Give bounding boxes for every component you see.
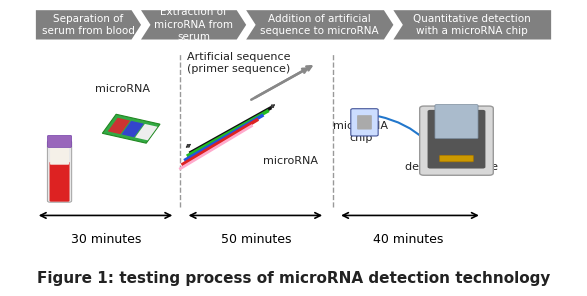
FancyBboxPatch shape bbox=[427, 110, 485, 168]
Text: Extraction of
microRNA from
serum: Extraction of microRNA from serum bbox=[154, 7, 233, 42]
Polygon shape bbox=[141, 10, 246, 39]
FancyBboxPatch shape bbox=[49, 162, 69, 202]
FancyBboxPatch shape bbox=[435, 104, 478, 139]
Polygon shape bbox=[393, 10, 551, 39]
Text: Compact
detection device: Compact detection device bbox=[404, 150, 498, 172]
Text: Separation of
serum from blood: Separation of serum from blood bbox=[42, 14, 135, 36]
Text: Figure 1: testing process of microRNA detection technology: Figure 1: testing process of microRNA de… bbox=[37, 271, 550, 286]
Text: 40 minutes: 40 minutes bbox=[373, 233, 443, 246]
Text: 50 minutes: 50 minutes bbox=[221, 233, 292, 246]
FancyBboxPatch shape bbox=[440, 155, 473, 162]
Text: Artificial sequence
(primer sequence): Artificial sequence (primer sequence) bbox=[187, 52, 290, 74]
Text: Addition of artificial
sequence to microRNA: Addition of artificial sequence to micro… bbox=[261, 14, 379, 36]
Polygon shape bbox=[102, 114, 160, 143]
Polygon shape bbox=[135, 124, 157, 140]
FancyBboxPatch shape bbox=[351, 109, 378, 136]
FancyBboxPatch shape bbox=[50, 147, 69, 165]
FancyBboxPatch shape bbox=[48, 135, 72, 147]
Text: microRNA
chip: microRNA chip bbox=[333, 121, 388, 143]
FancyBboxPatch shape bbox=[48, 141, 72, 202]
FancyBboxPatch shape bbox=[420, 106, 493, 175]
Text: 30 minutes: 30 minutes bbox=[70, 233, 141, 246]
Text: microRNA: microRNA bbox=[95, 84, 150, 94]
FancyBboxPatch shape bbox=[357, 115, 372, 130]
Polygon shape bbox=[122, 121, 144, 137]
Polygon shape bbox=[108, 118, 130, 134]
Text: Quantitative detection
with a microRNA chip: Quantitative detection with a microRNA c… bbox=[413, 14, 531, 36]
Text: microRNA: microRNA bbox=[264, 156, 318, 166]
Polygon shape bbox=[246, 10, 393, 39]
Polygon shape bbox=[36, 10, 141, 39]
